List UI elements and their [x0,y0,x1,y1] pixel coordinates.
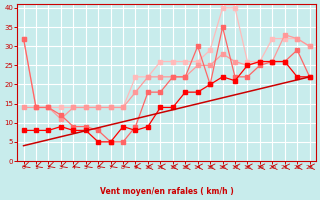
X-axis label: Vent moyen/en rafales ( km/h ): Vent moyen/en rafales ( km/h ) [100,187,234,196]
